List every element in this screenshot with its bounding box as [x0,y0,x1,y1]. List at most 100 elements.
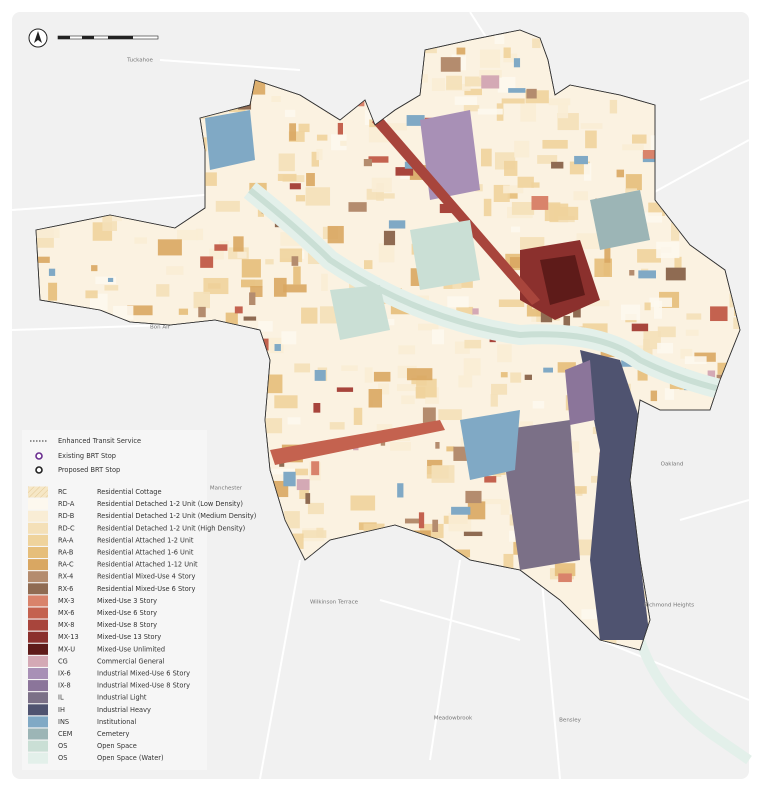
parcel [401,395,415,405]
parcel [464,76,490,87]
parcel [581,609,604,620]
legend-label: Residential Attached 1-12 Unit [97,561,198,569]
parcel [296,479,310,491]
legend-label: Institutional [97,718,136,726]
parcel [503,185,524,194]
parcel [383,230,396,246]
parcel [452,283,462,289]
parcel [271,96,281,102]
legend-swatch [28,668,48,679]
legend-label: Mixed-Use 13 Story [97,633,161,641]
legend-label: Residential Detached 1-2 Unit (Low Densi… [97,500,243,508]
parcel [234,306,243,314]
parcel [406,368,433,381]
legend-panel [22,430,207,770]
legend: Enhanced Transit Service Existing BRT Sto… [28,437,256,764]
legend-label: Commercial General [97,657,165,665]
legend-swatch [28,498,48,510]
legend-label: Industrial Mixed-Use 8 Story [97,682,190,690]
parcel [511,226,521,233]
parcel [250,286,263,297]
parcel [637,249,661,263]
parcel [574,155,588,165]
parcel [657,326,676,338]
parcel [225,312,238,325]
place-label: Oakland [661,462,684,468]
parcel [531,182,540,188]
parcel [554,563,576,577]
industrial-light [500,420,580,570]
parcel [107,277,114,282]
legend-swatch [28,643,48,655]
legend-code: RA-C [58,561,74,569]
north-arrow [28,28,48,48]
parcel [524,374,532,380]
parcel [554,206,579,220]
parcel [631,323,649,332]
parcel [504,160,518,176]
legend-swatch [28,583,48,595]
parcel [307,502,324,515]
parcel [311,461,320,476]
legend-swatch [28,522,48,534]
parcel [479,49,501,68]
parcel [431,465,455,483]
parcel [331,134,347,151]
parcel [249,292,256,306]
parcel [341,365,358,371]
parcel [481,75,500,89]
scale-bar [57,35,159,40]
parcel [104,285,119,291]
place-label: Wilkinson Terrace [310,600,359,606]
parcel [311,151,320,167]
parcel [177,229,199,241]
parcel [463,531,483,537]
industrial-mixed [565,360,595,425]
parcel [198,306,206,318]
parcel [631,134,647,144]
legend-label: Industrial Mixed-Use 6 Story [97,670,190,678]
parcel [404,518,422,524]
city-outline [35,29,741,651]
place-label: Meadowbrook [434,716,473,722]
parcel [316,134,328,141]
parcel [526,304,550,317]
legend-code: OS [58,754,67,762]
parcel [316,148,323,161]
parcel [665,267,686,281]
parcel [363,523,385,532]
parcel [418,512,425,529]
legend-swatch [28,510,48,522]
legend-swatch [28,559,48,571]
parcel [514,140,530,158]
parcel [166,266,184,275]
legend-code: MX-3 [58,597,74,605]
parcel [237,251,247,259]
parcel [463,105,480,112]
parcel [498,299,525,308]
legend-symbol [35,452,43,460]
legend-label: Open Space (Water) [97,754,164,762]
legend-swatch [28,631,48,643]
parcel [491,383,508,395]
legend-code: RD-B [58,512,75,520]
parcel [368,156,389,163]
cemetery [590,190,650,250]
downtown-core [540,255,585,305]
parcel [371,177,392,193]
legend-code: RX-6 [58,585,73,593]
road-network [11,11,750,780]
parcel [563,315,571,326]
parcel [567,486,587,494]
parcel [656,241,680,259]
parcel [366,188,377,200]
parcel [258,321,273,332]
parcel [439,203,454,214]
parcel [273,277,287,297]
legend-label: Mixed-Use 3 Story [97,597,157,605]
parcel [156,284,170,297]
legend-swatch [28,752,48,764]
parcel [517,176,534,188]
parcel [477,108,503,115]
